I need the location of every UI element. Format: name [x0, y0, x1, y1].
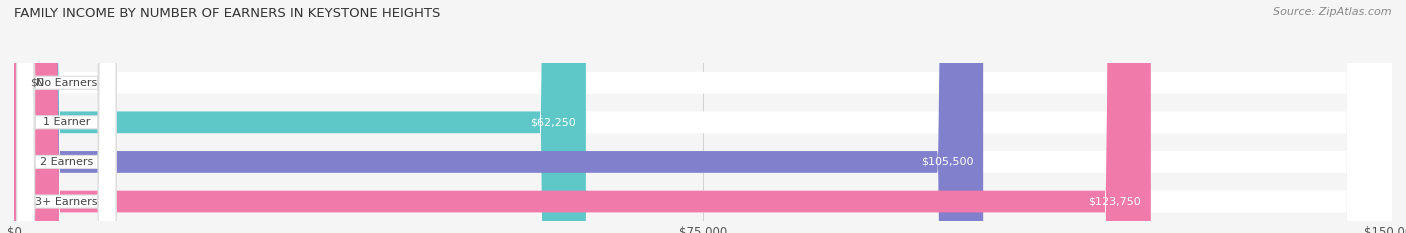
- FancyBboxPatch shape: [14, 0, 586, 233]
- Text: $123,750: $123,750: [1088, 197, 1142, 206]
- Text: 3+ Earners: 3+ Earners: [35, 197, 97, 206]
- Text: $62,250: $62,250: [530, 117, 576, 127]
- FancyBboxPatch shape: [17, 0, 117, 233]
- FancyBboxPatch shape: [17, 0, 117, 233]
- FancyBboxPatch shape: [14, 0, 1392, 233]
- FancyBboxPatch shape: [14, 0, 983, 233]
- Text: Source: ZipAtlas.com: Source: ZipAtlas.com: [1274, 7, 1392, 17]
- FancyBboxPatch shape: [17, 0, 117, 233]
- FancyBboxPatch shape: [14, 0, 1392, 233]
- Text: No Earners: No Earners: [35, 78, 97, 88]
- FancyBboxPatch shape: [14, 0, 1150, 233]
- Text: 2 Earners: 2 Earners: [39, 157, 93, 167]
- Text: FAMILY INCOME BY NUMBER OF EARNERS IN KEYSTONE HEIGHTS: FAMILY INCOME BY NUMBER OF EARNERS IN KE…: [14, 7, 440, 20]
- Text: $0: $0: [31, 78, 45, 88]
- FancyBboxPatch shape: [17, 0, 117, 233]
- Text: 1 Earner: 1 Earner: [42, 117, 90, 127]
- FancyBboxPatch shape: [14, 0, 1392, 233]
- Text: $105,500: $105,500: [921, 157, 973, 167]
- FancyBboxPatch shape: [14, 0, 1392, 233]
